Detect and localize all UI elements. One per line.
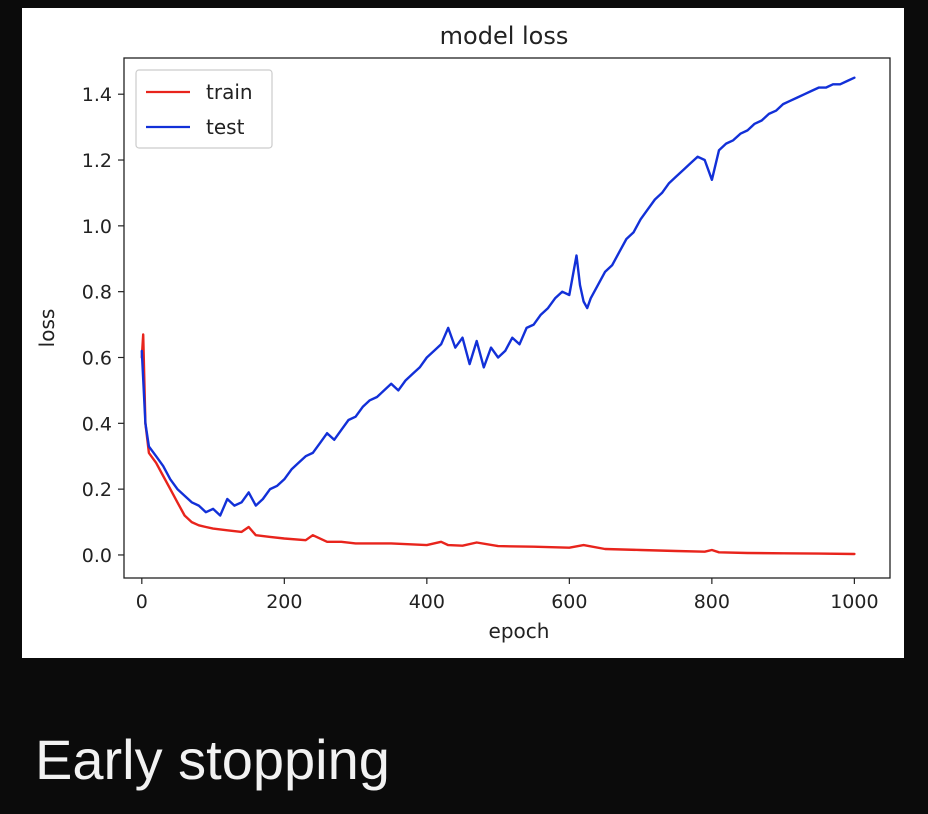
legend-box: [135, 69, 273, 149]
y-tick-label: 0.8: [82, 282, 112, 304]
y-tick-label: 1.2: [82, 150, 112, 172]
x-tick-label: 0: [136, 591, 148, 613]
slide-caption: Early stopping: [35, 728, 390, 791]
y-axis-label: loss: [35, 309, 59, 348]
y-tick-label: 0.6: [82, 347, 112, 369]
series-line-test: [140, 76, 856, 517]
y-tick-label: 1.0: [82, 216, 112, 238]
legend-label-test: test: [206, 115, 245, 139]
x-tick-label: 800: [694, 591, 730, 613]
series-lines: [140, 76, 856, 556]
y-tick-label: 0.2: [82, 479, 112, 501]
chart-figure: model loss 0 200 400 600 800 1000 0.0 0.2 0.4 0.6…: [22, 8, 904, 658]
x-tick-label: 400: [409, 591, 445, 613]
x-tick-label: 600: [551, 591, 587, 613]
legend-label-train: train: [206, 80, 253, 104]
axis-ticks: 0 200 400 600 800 1000 0.0 0.2 0.4 0.6 0.8 1.0 1.2 1.…: [82, 84, 879, 613]
x-tick-label: 200: [266, 591, 302, 613]
legend: train test: [135, 69, 273, 149]
y-tick-label: 0.0: [82, 545, 112, 567]
x-axis-label: epoch: [489, 619, 550, 643]
y-tick-label: 0.4: [82, 413, 112, 435]
x-tick-label: 1000: [830, 591, 878, 613]
series-line-train: [140, 333, 856, 556]
chart-title: model loss: [440, 22, 569, 50]
y-tick-label: 1.4: [82, 84, 112, 106]
loss-chart: model loss 0 200 400 600 800 1000 0.0 0.2 0.4 0.6…: [35, 22, 891, 643]
